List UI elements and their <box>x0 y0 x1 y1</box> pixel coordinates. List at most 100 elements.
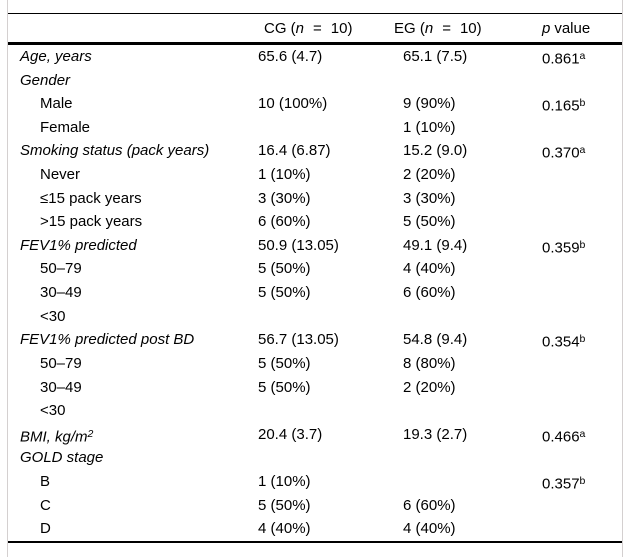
row-label: <30 <box>40 402 66 420</box>
p-value <box>542 376 622 400</box>
table-row: BMI, kg/m2 20.4 (3.7) 19.3 (2.7) 0.466a <box>8 423 622 447</box>
cg-value: 1 (10%) <box>258 166 311 184</box>
row-label: D <box>40 520 51 538</box>
column-header-cg: CG (n = 10) <box>264 14 352 42</box>
row-label: >15 pack years <box>40 213 143 231</box>
column-header-eg: EG (n = 10) <box>394 14 482 42</box>
table-row: B 1 (10%) 0.357b <box>8 470 622 494</box>
p-value <box>542 517 622 541</box>
cg-value: 5 (50%) <box>258 496 311 514</box>
p-value <box>542 494 622 518</box>
cg-value <box>258 446 403 470</box>
p-value <box>542 399 622 423</box>
p-value <box>542 281 622 305</box>
cg-value <box>258 399 403 423</box>
header-n-italic: n <box>424 20 434 37</box>
table-row: 30–49 5 (50%) 6 (60%) <box>8 281 622 305</box>
p-value <box>542 69 622 93</box>
p-superscript: a <box>579 50 586 62</box>
header-n-italic: n <box>295 20 305 37</box>
row-label: BMI, kg/m2 <box>20 427 94 446</box>
cg-value: 65.6 (4.7) <box>258 48 323 65</box>
header-text: CG ( <box>264 20 296 37</box>
p-value <box>542 305 622 329</box>
table-row: Never 1 (10%) 2 (20%) <box>8 163 622 187</box>
p-superscript: b <box>579 333 586 346</box>
table-row: 30–49 5 (50%) 2 (20%) <box>8 376 622 400</box>
table-row: Male 10 (100%) 9 (90%) 0.165b <box>8 92 622 116</box>
header-text: EG ( <box>394 20 425 37</box>
cg-value: 5 (50%) <box>258 378 311 396</box>
baseline-characteristics-table: CG (n = 10) EG (n = 10) p value Age, years 65.… <box>8 13 622 543</box>
row-label: GOLD stage <box>20 449 104 467</box>
p-value <box>542 116 622 140</box>
header-text: = <box>313 20 322 37</box>
p-value <box>542 210 622 234</box>
cg-value: 56.7 (13.05) <box>258 331 339 349</box>
cg-value: 4 (40%) <box>258 520 311 538</box>
cg-value <box>258 305 403 329</box>
p-value <box>542 257 622 281</box>
p-value: 0.359b <box>542 238 586 257</box>
row-label: 50–79 <box>40 260 82 278</box>
eg-value: 54.8 (9.4) <box>403 331 468 349</box>
p-superscript: b <box>579 97 586 110</box>
table-row: 50–79 5 (50%) 4 (40%) <box>8 257 622 281</box>
table-row: GOLD stage <box>8 446 622 470</box>
cg-value: 1 (10%) <box>258 472 311 490</box>
table-row: 50–79 5 (50%) 8 (80%) <box>8 352 622 376</box>
header-text: 10) <box>330 20 353 37</box>
page-right-border <box>622 0 623 557</box>
cg-value: 16.4 (6.87) <box>258 142 331 160</box>
eg-value: 5 (50%) <box>403 213 456 231</box>
table-row: Female 1 (10%) <box>8 116 622 140</box>
eg-value: 3 (30%) <box>403 189 456 207</box>
p-superscript: b <box>579 474 586 487</box>
row-label: 50–79 <box>40 354 82 372</box>
cg-value: 5 (50%) <box>258 354 311 372</box>
eg-value: 65.1 (7.5) <box>403 48 468 65</box>
cg-value: 50.9 (13.05) <box>258 236 339 254</box>
header-p-italic: p <box>542 20 551 37</box>
cg-value: 5 (50%) <box>258 260 311 278</box>
cg-value <box>258 116 403 140</box>
row-label: C <box>40 496 51 514</box>
p-value <box>542 446 622 470</box>
cg-value: 20.4 (3.7) <box>258 425 323 443</box>
cg-value: 10 (100%) <box>258 95 328 113</box>
p-value <box>542 352 622 376</box>
row-label: ≤15 pack years <box>40 189 142 207</box>
eg-value: 8 (80%) <box>403 354 456 372</box>
column-header-p-value: p value <box>542 14 590 42</box>
table-row: Smoking status (pack years) 16.4 (6.87) 15… <box>8 139 622 163</box>
header-text: = <box>442 20 451 37</box>
row-label: Female <box>40 118 91 136</box>
table-row: >15 pack years 6 (60%) 5 (50%) <box>8 210 622 234</box>
p-value: 0.354b <box>542 333 586 351</box>
row-label: FEV1% predicted post BD <box>20 331 195 349</box>
header-text: value <box>554 20 591 37</box>
eg-value: 4 (40%) <box>403 520 456 538</box>
eg-value <box>403 470 542 496</box>
eg-value: 6 (60%) <box>403 284 456 302</box>
row-label: Smoking status (pack years) <box>20 142 210 160</box>
table-row: FEV1% predicted 50.9 (13.05) 49.1 (9.4) 0.3… <box>8 234 622 258</box>
row-label: Gender <box>20 71 71 89</box>
p-superscript: a <box>579 427 586 440</box>
eg-value: 4 (40%) <box>403 260 456 278</box>
eg-value: 9 (90%) <box>403 95 456 113</box>
table-row: Age, years 65.6 (4.7) 65.1 (7.5) 0.861a <box>8 45 622 69</box>
table-header: CG (n = 10) EG (n = 10) p value <box>8 14 622 45</box>
row-label: Age, years <box>20 48 92 65</box>
eg-value: 1 (10%) <box>403 118 456 136</box>
table-row: <30 <box>8 399 622 423</box>
table-row: ≤15 pack years 3 (30%) 3 (30%) <box>8 187 622 211</box>
p-value: 0.165b <box>542 97 586 115</box>
eg-value: 2 (20%) <box>403 378 456 396</box>
eg-value <box>403 399 542 423</box>
row-label: FEV1% predicted <box>20 236 137 254</box>
table-body: Age, years 65.6 (4.7) 65.1 (7.5) 0.861a Gend… <box>8 45 622 543</box>
label-superscript: 2 <box>87 427 94 440</box>
row-label: Never <box>40 166 81 184</box>
eg-value <box>403 305 542 329</box>
